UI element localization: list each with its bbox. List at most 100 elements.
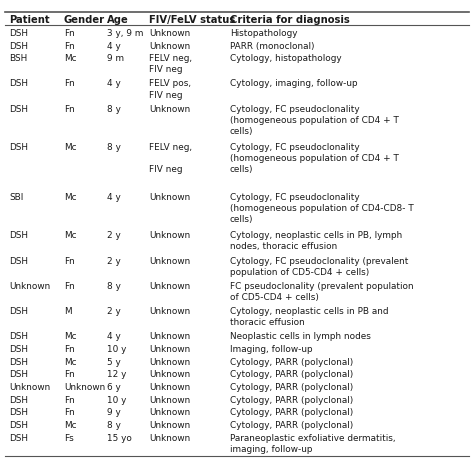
- Text: Unknown: Unknown: [149, 42, 191, 51]
- Text: Imaging, follow-up: Imaging, follow-up: [230, 345, 312, 354]
- Text: DSH: DSH: [9, 396, 28, 405]
- Text: Fn: Fn: [64, 282, 75, 291]
- Text: Unknown: Unknown: [149, 383, 191, 392]
- Text: Unknown: Unknown: [149, 370, 191, 379]
- Text: DSH: DSH: [9, 143, 28, 152]
- Text: DSH: DSH: [9, 421, 28, 430]
- Text: BSH: BSH: [9, 54, 28, 63]
- Text: Cytology, PARR (polyclonal): Cytology, PARR (polyclonal): [230, 358, 353, 367]
- Text: Unknown: Unknown: [149, 408, 191, 417]
- Text: Mc: Mc: [64, 54, 76, 63]
- Text: DSH: DSH: [9, 370, 28, 379]
- Text: Mc: Mc: [64, 231, 76, 240]
- Text: 4 y: 4 y: [107, 42, 120, 51]
- Text: Unknown: Unknown: [149, 282, 191, 291]
- Text: M: M: [64, 307, 72, 316]
- Text: Cytology, FC pseudoclonality
(homogeneous population of CD4 + T
cells): Cytology, FC pseudoclonality (homogeneou…: [230, 143, 399, 174]
- Text: DSH: DSH: [9, 408, 28, 417]
- Text: Fn: Fn: [64, 105, 75, 114]
- Text: Cytology, neoplastic cells in PB, lymph
nodes, thoracic effusion: Cytology, neoplastic cells in PB, lymph …: [230, 231, 402, 251]
- Text: Cytology, FC pseudoclonality
(homogeneous population of CD4 + T
cells): Cytology, FC pseudoclonality (homogeneou…: [230, 105, 399, 136]
- Text: Mc: Mc: [64, 193, 76, 202]
- Text: DSH: DSH: [9, 358, 28, 367]
- Text: Unknown: Unknown: [9, 282, 51, 291]
- Text: Fn: Fn: [64, 80, 75, 89]
- Text: DSH: DSH: [9, 307, 28, 316]
- Text: 2 y: 2 y: [107, 256, 120, 265]
- Text: Unknown: Unknown: [9, 383, 51, 392]
- Text: FELV pos,
FIV neg: FELV pos, FIV neg: [149, 80, 191, 100]
- Text: Fn: Fn: [64, 408, 75, 417]
- Text: Cytology, PARR (polyclonal): Cytology, PARR (polyclonal): [230, 421, 353, 430]
- Text: 4 y: 4 y: [107, 332, 120, 341]
- Text: 9 m: 9 m: [107, 54, 124, 63]
- Text: Unknown: Unknown: [149, 231, 191, 240]
- Text: Neoplastic cells in lymph nodes: Neoplastic cells in lymph nodes: [230, 332, 371, 341]
- Text: Fs: Fs: [64, 434, 74, 443]
- Text: DSH: DSH: [9, 434, 28, 443]
- Text: 8 y: 8 y: [107, 421, 120, 430]
- Text: Cytology, PARR (polyclonal): Cytology, PARR (polyclonal): [230, 396, 353, 405]
- Text: Cytology, neoplastic cells in PB and
thoracic effusion: Cytology, neoplastic cells in PB and tho…: [230, 307, 388, 327]
- Text: 2 y: 2 y: [107, 307, 120, 316]
- Text: DSH: DSH: [9, 256, 28, 265]
- Text: Fn: Fn: [64, 370, 75, 379]
- Text: Fn: Fn: [64, 396, 75, 405]
- Text: Unknown: Unknown: [149, 29, 191, 38]
- Text: Unknown: Unknown: [149, 421, 191, 430]
- Text: 9 y: 9 y: [107, 408, 120, 417]
- Text: Unknown: Unknown: [149, 434, 191, 443]
- Text: Cytology, histopathology: Cytology, histopathology: [230, 54, 341, 63]
- Text: Mc: Mc: [64, 421, 76, 430]
- Text: Unknown: Unknown: [149, 396, 191, 405]
- Text: 3 y, 9 m: 3 y, 9 m: [107, 29, 143, 38]
- Text: 2 y: 2 y: [107, 231, 120, 240]
- Text: Criteria for diagnosis: Criteria for diagnosis: [230, 15, 350, 25]
- Text: 10 y: 10 y: [107, 345, 126, 354]
- Text: DSH: DSH: [9, 345, 28, 354]
- Text: 8 y: 8 y: [107, 105, 120, 114]
- Text: Fn: Fn: [64, 29, 75, 38]
- Text: Mc: Mc: [64, 332, 76, 341]
- Text: FIV/FeLV status: FIV/FeLV status: [149, 15, 236, 25]
- Text: Unknown: Unknown: [149, 307, 191, 316]
- Text: Mc: Mc: [64, 358, 76, 367]
- Text: Paraneoplastic exfoliative dermatitis,
imaging, follow-up: Paraneoplastic exfoliative dermatitis, i…: [230, 434, 395, 454]
- Text: Unknown: Unknown: [149, 332, 191, 341]
- Text: Unknown: Unknown: [149, 345, 191, 354]
- Text: 10 y: 10 y: [107, 396, 126, 405]
- Text: DSH: DSH: [9, 29, 28, 38]
- Text: Histopathology: Histopathology: [230, 29, 297, 38]
- Text: Unknown: Unknown: [149, 193, 191, 202]
- Text: Mc: Mc: [64, 143, 76, 152]
- Text: DSH: DSH: [9, 231, 28, 240]
- Text: SBI: SBI: [9, 193, 24, 202]
- Text: FELV neg,
FIV neg: FELV neg, FIV neg: [149, 54, 192, 74]
- Text: 12 y: 12 y: [107, 370, 126, 379]
- Text: Cytology, FC pseudoclonality (prevalent
population of CD5-CD4 + cells): Cytology, FC pseudoclonality (prevalent …: [230, 256, 408, 277]
- Text: DSH: DSH: [9, 105, 28, 114]
- Text: Cytology, FC pseudoclonality
(homogeneous population of CD4-CD8- T
cells): Cytology, FC pseudoclonality (homogeneou…: [230, 193, 414, 225]
- Text: Cytology, imaging, follow-up: Cytology, imaging, follow-up: [230, 80, 357, 89]
- Text: Cytology, PARR (polyclonal): Cytology, PARR (polyclonal): [230, 408, 353, 417]
- Text: DSH: DSH: [9, 332, 28, 341]
- Text: Patient: Patient: [9, 15, 50, 25]
- Text: 4 y: 4 y: [107, 80, 120, 89]
- Text: Unknown: Unknown: [149, 256, 191, 265]
- Text: 8 y: 8 y: [107, 143, 120, 152]
- Text: Unknown: Unknown: [64, 383, 105, 392]
- Text: DSH: DSH: [9, 80, 28, 89]
- Text: 5 y: 5 y: [107, 358, 120, 367]
- Text: Unknown: Unknown: [149, 358, 191, 367]
- Text: 4 y: 4 y: [107, 193, 120, 202]
- Text: DSH: DSH: [9, 42, 28, 51]
- Text: Fn: Fn: [64, 345, 75, 354]
- Text: Cytology, PARR (polyclonal): Cytology, PARR (polyclonal): [230, 370, 353, 379]
- Text: FELV neg,

FIV neg: FELV neg, FIV neg: [149, 143, 192, 174]
- Text: Fn: Fn: [64, 256, 75, 265]
- Text: 6 y: 6 y: [107, 383, 120, 392]
- Text: 8 y: 8 y: [107, 282, 120, 291]
- Text: PARR (monoclonal): PARR (monoclonal): [230, 42, 314, 51]
- Text: Cytology, PARR (polyclonal): Cytology, PARR (polyclonal): [230, 383, 353, 392]
- Text: FC pseudoclonality (prevalent population
of CD5-CD4 + cells): FC pseudoclonality (prevalent population…: [230, 282, 413, 302]
